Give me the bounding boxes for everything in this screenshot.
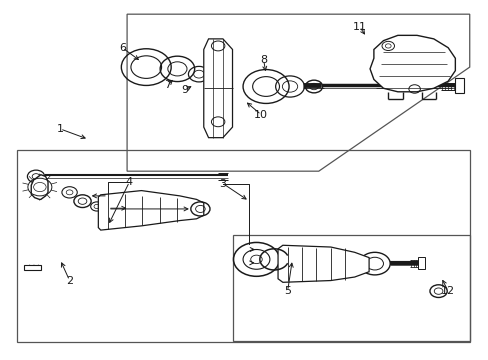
Polygon shape [203, 39, 232, 138]
Polygon shape [31, 175, 48, 199]
Text: 9: 9 [181, 85, 188, 95]
Bar [454, 78, 463, 93]
Text: 11: 11 [352, 22, 366, 32]
Text: 8: 8 [260, 55, 266, 65]
Text: 10: 10 [254, 110, 268, 120]
Polygon shape [369, 35, 454, 92]
Text: 7: 7 [164, 80, 171, 90]
Text: 12: 12 [440, 286, 454, 296]
Polygon shape [24, 265, 41, 270]
Polygon shape [98, 190, 203, 230]
Bar [417, 257, 424, 269]
Polygon shape [278, 245, 368, 282]
Text: 5: 5 [284, 286, 290, 296]
Text: 6: 6 [119, 43, 125, 53]
Text: 4: 4 [126, 177, 133, 187]
Text: 1: 1 [57, 124, 63, 134]
Text: 2: 2 [66, 275, 73, 285]
Text: 3: 3 [219, 179, 226, 189]
